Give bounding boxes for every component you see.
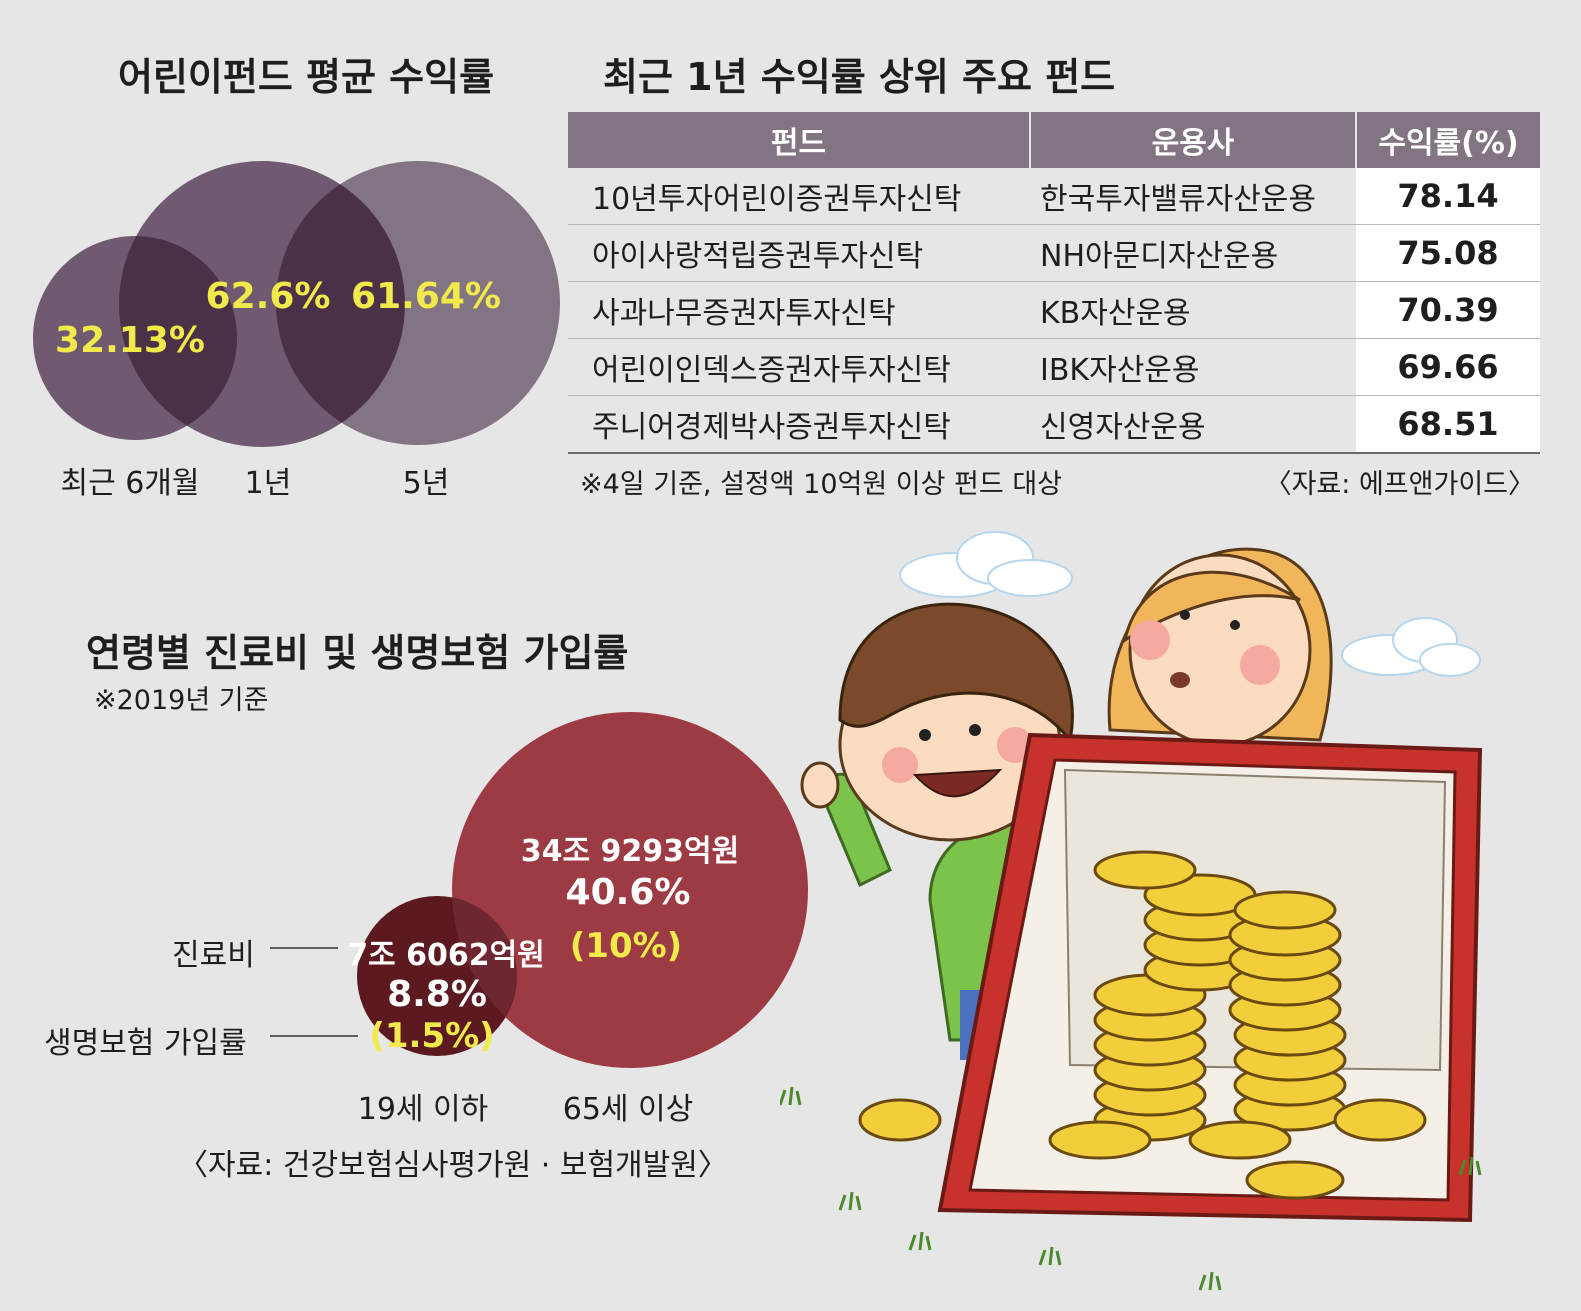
- amount-65-over: 34조 9293억원: [520, 834, 740, 869]
- legend-medical-cost: 진료비: [172, 938, 255, 973]
- table-row: 어린이인덱스증권자투자신탁 IBK자산운용 69.66: [568, 338, 1540, 396]
- header-manager: 운용사: [1029, 112, 1356, 168]
- value-6month: 32.13%: [55, 320, 205, 361]
- cell-return: 69.66: [1356, 338, 1540, 396]
- cell-manager: NH아문디자산운용: [1030, 224, 1356, 282]
- table-row: 사과나무증권자투자신탁 KB자산운용 70.39: [568, 281, 1540, 339]
- overlap-1year-5year: [276, 161, 405, 445]
- kids-laptop-coins-illustration: [780, 531, 1483, 1291]
- medical-chart-title: 연령별 진료비 및 생명보험 가입률: [86, 631, 629, 675]
- cell-manager: 신영자산운용: [1030, 395, 1356, 454]
- table-row: 주니어경제박사증권투자신탁 신영자산운용 68.51: [568, 395, 1540, 454]
- fund-table-note: ※4일 기준, 설정액 10억원 이상 펀드 대상: [580, 469, 1062, 500]
- venn-chart: [33, 161, 560, 447]
- cell-return: 75.08: [1356, 224, 1540, 282]
- header-return: 수익률(%): [1355, 112, 1540, 168]
- medical-chart: [270, 712, 808, 1068]
- cell-return: 78.14: [1356, 168, 1540, 225]
- fund-table-source: 〈자료: 에프앤가이드〉: [1264, 469, 1535, 500]
- label-5year: 5년: [402, 466, 450, 501]
- table-header-row: 펀드 운용사 수익률(%): [568, 112, 1540, 168]
- label-6month: 최근 6개월: [60, 466, 200, 501]
- overlap-6month-1year: [119, 236, 237, 440]
- fund-table: 펀드 운용사 수익률(%) 10년투자어린이증권투자신탁 한국투자밸류자산운용 …: [568, 112, 1540, 454]
- grass-icon: [780, 1086, 1482, 1291]
- value-1year: 62.6%: [205, 276, 331, 317]
- bubble-65-over: [452, 712, 808, 1068]
- insurance-65-over: (10%): [569, 926, 683, 966]
- value-5year: 61.64%: [351, 276, 501, 317]
- cell-return: 68.51: [1356, 395, 1540, 454]
- label-19-under: 19세 이하: [357, 1092, 489, 1127]
- cell-fund: 사과나무증권자투자신탁: [568, 281, 1030, 339]
- cell-fund: 어린이인덱스증권자투자신탁: [568, 338, 1030, 396]
- label-65-over: 65세 이상: [562, 1092, 694, 1127]
- cloud-icon: [1341, 617, 1481, 677]
- header-fund: 펀드: [568, 112, 1030, 168]
- fund-table-title: 최근 1년 수익률 상위 주요 펀드: [603, 55, 1116, 99]
- cell-fund: 10년투자어린이증권투자신탁: [568, 168, 1030, 225]
- cloud-icon: [899, 531, 1073, 598]
- cell-fund: 주니어경제박사증권투자신탁: [568, 395, 1030, 454]
- table-row: 10년투자어린이증권투자신탁 한국투자밸류자산운용 78.14: [568, 168, 1540, 225]
- cell-manager: 한국투자밸류자산운용: [1030, 168, 1356, 225]
- girl-figure: [1107, 547, 1333, 747]
- coin-stack-icon: [858, 850, 1427, 1200]
- table-row: 아이사랑적립증권투자신탁 NH아문디자산운용 75.08: [568, 224, 1540, 282]
- legend-insurance: 생명보험 가입률: [44, 1026, 247, 1061]
- cell-fund: 아이사랑적립증권투자신탁: [568, 224, 1030, 282]
- label-1year: 1년: [244, 466, 292, 501]
- cell-return: 70.39: [1356, 281, 1540, 339]
- medical-chart-source: 〈자료: 건강보험심사평가원 · 보험개발원〉: [178, 1148, 728, 1183]
- cell-manager: IBK자산운용: [1030, 338, 1356, 396]
- amount-19-under: 7조 6062억원: [347, 938, 545, 973]
- insurance-19-under: (1.5%): [369, 1016, 495, 1056]
- venn-chart-title: 어린이펀드 평균 수익률: [118, 55, 495, 99]
- share-19-under: 8.8%: [387, 974, 487, 1015]
- share-65-over: 40.6%: [565, 872, 691, 913]
- cell-manager: KB자산운용: [1030, 281, 1356, 339]
- medical-chart-subtitle: ※2019년 기준: [94, 685, 269, 716]
